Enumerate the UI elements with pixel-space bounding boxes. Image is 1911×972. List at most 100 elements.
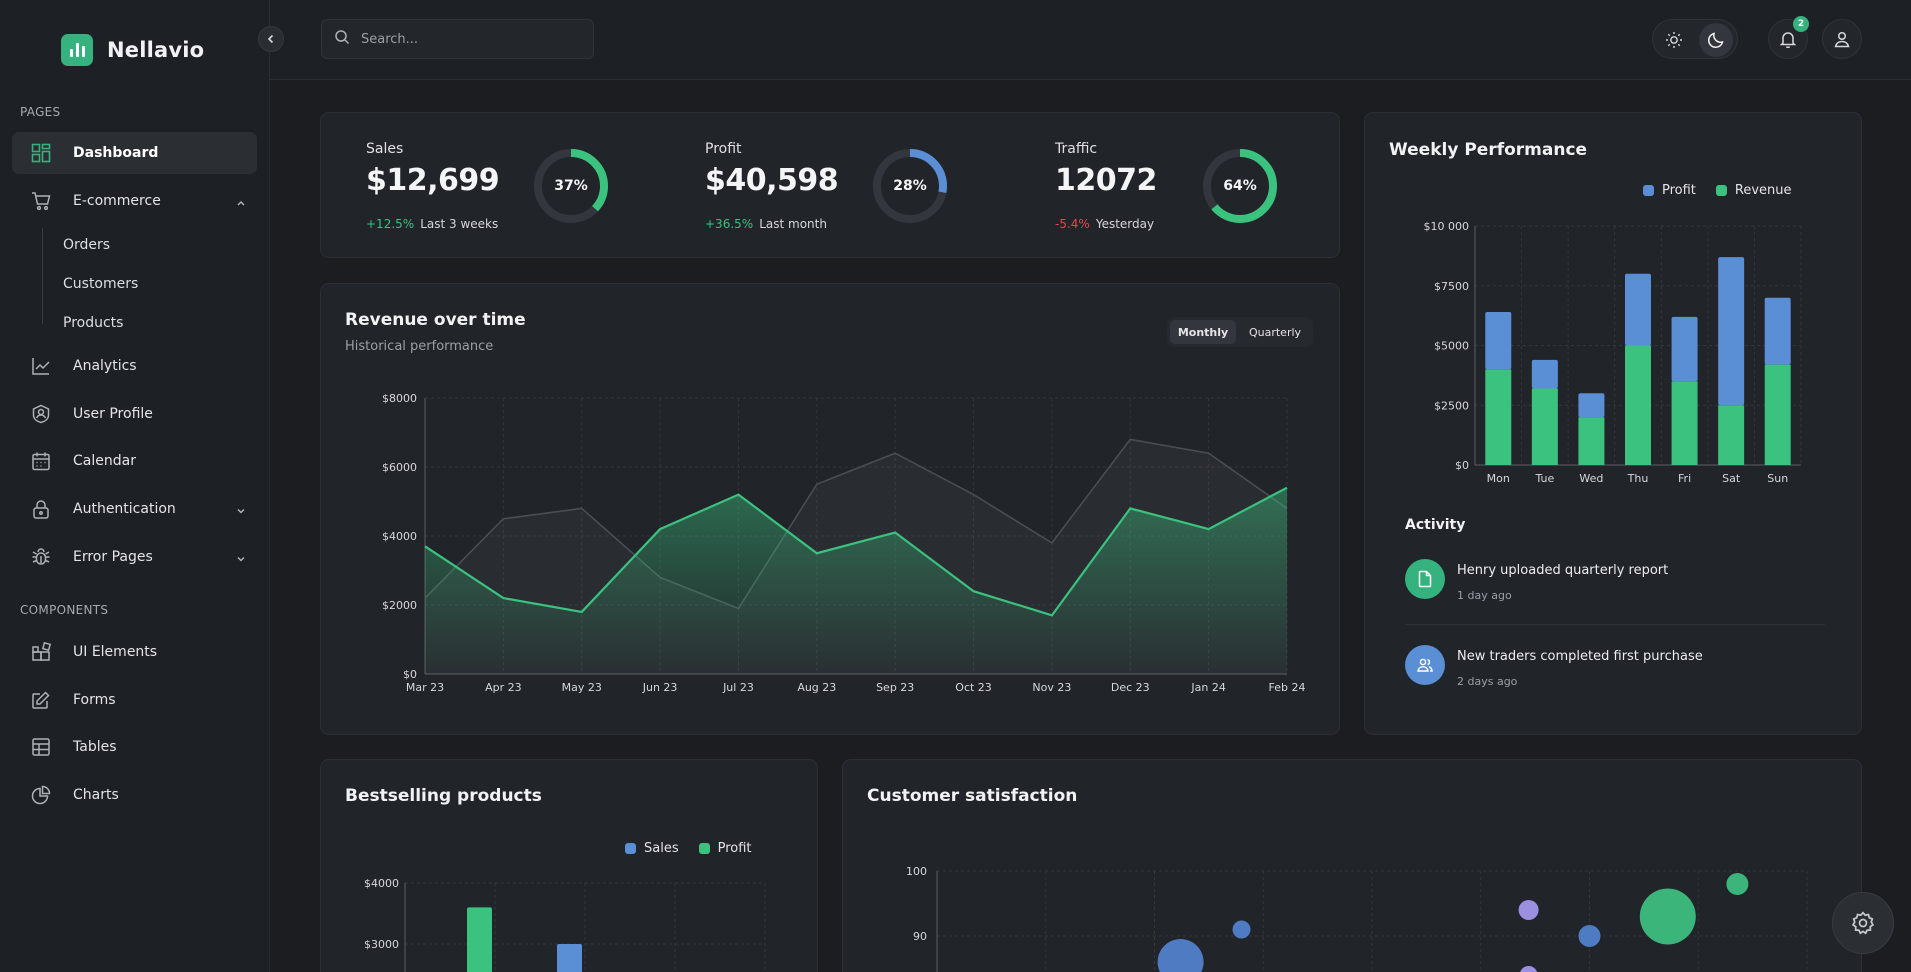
- legend-swatch-profit: [1643, 185, 1654, 196]
- stat-delta-value: -5.4%: [1055, 217, 1090, 231]
- x-tick-label: Jun 23: [642, 681, 678, 694]
- blocks-icon: [30, 641, 52, 663]
- sidebar-item-forms[interactable]: Forms: [12, 679, 257, 721]
- activity-title: Activity: [1405, 517, 1466, 533]
- bar-revenue: [1671, 381, 1698, 465]
- donut-chart: [1203, 149, 1277, 223]
- sidebar-item-label: Charts: [73, 787, 119, 803]
- y-tick-label: $4000: [364, 877, 399, 890]
- bar-profit: [467, 907, 492, 972]
- user-menu-button[interactable]: [1822, 19, 1862, 59]
- legend-revenue[interactable]: Revenue: [1734, 183, 1792, 198]
- stat-period: Yesterday: [1095, 217, 1155, 231]
- search-input[interactable]: [361, 31, 581, 47]
- sidebar-item-tables[interactable]: Tables: [12, 726, 257, 768]
- legend-swatch-sales: [625, 843, 636, 854]
- sidebar-item-label: Calendar: [73, 453, 136, 469]
- pie-chart-icon: [30, 784, 52, 806]
- x-tick-label: Aug 23: [797, 681, 836, 694]
- light-mode-button[interactable]: [1657, 23, 1691, 57]
- bubble-green: [1639, 888, 1696, 945]
- stat-delta: -5.4% Yesterday: [1055, 217, 1154, 231]
- x-tick-label: Feb 24: [1269, 681, 1306, 694]
- bell-icon: [1779, 32, 1797, 48]
- sidebar-subitem-orders[interactable]: Orders: [63, 237, 111, 253]
- stat-value: $12,699: [366, 163, 500, 198]
- satisfaction-title: Customer satisfaction: [867, 786, 1078, 806]
- sidebar-item-authentication[interactable]: Authentication: [12, 488, 257, 530]
- bar-profit: [1625, 273, 1651, 346]
- sidebar-subitem-products[interactable]: Products: [63, 315, 124, 331]
- x-tick-label: Sep 23: [876, 681, 914, 694]
- revenue-subtitle: Historical performance: [345, 339, 494, 354]
- sidebar-item-user-profile[interactable]: User Profile: [12, 393, 257, 435]
- y-tick-label: $10 000: [1424, 220, 1470, 233]
- sidebar-item-error-pages[interactable]: Error Pages: [12, 536, 257, 578]
- bar-profit: [1485, 312, 1512, 370]
- bestselling-card: Bestselling products Sales Profit $4000 $…: [320, 759, 818, 972]
- stat-traffic: Traffic 12072 -5.4% Yesterday 64%: [1055, 113, 1315, 259]
- current-series-line: [424, 486, 1288, 617]
- x-tick-label: Mon: [1487, 472, 1510, 485]
- y-tick-label: $2500: [1434, 399, 1469, 412]
- sidebar-item-label: Analytics: [73, 358, 137, 374]
- sidebar-subitem-customers[interactable]: Customers: [63, 276, 139, 292]
- bar-revenue: [1764, 364, 1791, 465]
- settings-button[interactable]: [1832, 892, 1894, 954]
- legend-profit[interactable]: Profit: [1662, 183, 1696, 198]
- legend-sales[interactable]: Sales: [644, 841, 679, 856]
- chevron-down-icon: [235, 550, 247, 569]
- sidebar-item-analytics[interactable]: Analytics: [12, 345, 257, 387]
- revenue-card: Revenue over time Historical performance…: [320, 283, 1340, 735]
- monthly-button[interactable]: Monthly: [1170, 320, 1236, 344]
- brand[interactable]: Nellavio: [61, 34, 204, 66]
- sidebar-item-dashboard[interactable]: Dashboard: [12, 132, 257, 174]
- sidebar-item-ecommerce[interactable]: E-commerce: [12, 180, 257, 222]
- x-tick-label: May 23: [562, 681, 602, 694]
- stats-card: Sales $12,699 +12.5% Last 3 weeks 37% Pro…: [320, 112, 1340, 258]
- bestselling-legend: Sales Profit: [625, 841, 752, 856]
- bar-revenue: [1718, 405, 1745, 465]
- quarterly-button[interactable]: Quarterly: [1248, 325, 1302, 339]
- y-tick-label: $4000: [382, 530, 417, 543]
- legend-profit[interactable]: Profit: [717, 841, 752, 856]
- legend-swatch-profit: [698, 843, 710, 854]
- bar-profit: [1718, 257, 1745, 406]
- sidebar-item-label: Dashboard: [73, 145, 159, 161]
- donut-label: 37%: [554, 178, 588, 194]
- stat-delta-value: +36.5%: [705, 217, 754, 231]
- donut-label: 28%: [893, 178, 927, 194]
- x-tick-label: Jan 24: [1190, 681, 1225, 694]
- sidebar-item-ui-elements[interactable]: UI Elements: [12, 631, 257, 673]
- lock-icon: [30, 498, 52, 520]
- sidebar-item-charts[interactable]: Charts: [12, 774, 257, 816]
- sidebar: Nellavio PAGES Dashboard E-commerce Orde…: [0, 0, 270, 972]
- stat-value: $40,598: [705, 163, 839, 198]
- satisfaction-card: Customer satisfaction 100 90: [842, 759, 1862, 972]
- y-tick-label: $6000: [382, 461, 417, 474]
- activity-item[interactable]: New traders completed first purchase 2 d…: [1405, 645, 1825, 705]
- chevron-up-icon: [235, 194, 247, 213]
- sidebar-collapse-button[interactable]: [258, 26, 284, 52]
- x-tick-label: Sat: [1722, 472, 1741, 485]
- x-tick-label: Mar 23: [406, 681, 444, 694]
- theme-toggle: [1652, 19, 1738, 59]
- bar-revenue: [1578, 417, 1605, 465]
- search-icon: [334, 29, 350, 49]
- dark-mode-button[interactable]: [1699, 23, 1733, 57]
- notifications-button[interactable]: 2: [1768, 16, 1809, 59]
- activity-time: 2 days ago: [1457, 675, 1518, 688]
- file-icon: [1405, 559, 1445, 599]
- activity-item[interactable]: Henry uploaded quarterly report 1 day ag…: [1405, 559, 1825, 619]
- brand-name: Nellavio: [107, 38, 205, 62]
- search-box[interactable]: [321, 19, 594, 59]
- donut-chart: [534, 149, 608, 223]
- revenue-title: Revenue over time: [345, 310, 526, 330]
- chevron-left-icon: [267, 34, 274, 44]
- pages-section-label: PAGES: [20, 105, 61, 119]
- previous-series-line: [424, 438, 1288, 610]
- sidebar-item-calendar[interactable]: Calendar: [12, 440, 257, 482]
- stat-sales: Sales $12,699 +12.5% Last 3 weeks 37%: [366, 113, 626, 259]
- weekly-card: Weekly Performance Profit Revenue $0 $250…: [1364, 112, 1862, 735]
- weekly-bar-chart: $0 $2500 $5000 $7500 $10 000 Mon Tue Wed Thu Fri S…: [1424, 220, 1802, 485]
